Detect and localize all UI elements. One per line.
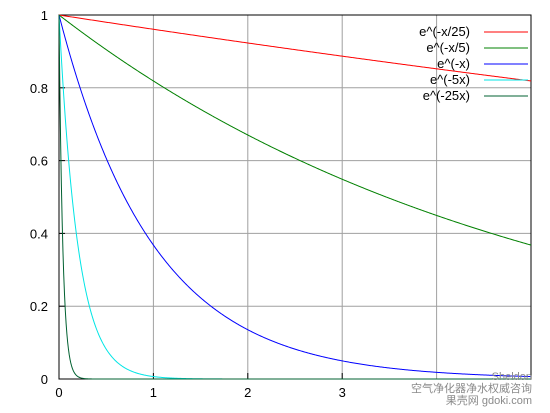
y-tick-label: 0 [41,372,48,387]
legend-label: e^(-x) [437,56,470,71]
y-tick-labels: 0 0.2 0.4 0.6 0.8 1 [30,8,48,387]
y-tick-label: 0.4 [30,226,48,241]
x-tick-label: 3 [339,385,346,400]
x-tick-label: 0 [55,385,62,400]
y-tick-label: 0.6 [30,154,48,169]
y-tick-label: 1 [41,8,48,23]
series-line [58,14,532,82]
legend-label: e^(-x/5) [426,40,470,55]
x-tick-label: 2 [244,385,251,400]
legend-label: e^(-x/25) [419,24,470,39]
x-tick-label: 1 [150,385,157,400]
x-tick-labels: 0 1 2 3 [55,385,345,400]
watermark-line3: 果壳网 gdoki.com [446,393,532,407]
tick-marks [58,14,343,380]
watermark-line2: 空气净化器净水权威咨询 [411,381,532,395]
series-line [58,14,532,246]
watermark-line1: Sheldon [492,371,532,383]
y-tick-label: 0.8 [30,81,48,96]
series-line [58,14,531,380]
y-tick-label: 0.2 [30,299,48,314]
watermark: Sheldon 空气净化器净水权威咨询 果壳网 gdoki.com [411,371,532,407]
series-lines [58,14,532,380]
legend: e^(-x/25)e^(-x/5)e^(-x)e^(-5x)e^(-25x) [419,24,528,103]
legend-label: e^(-25x) [423,88,470,103]
series-line [58,14,532,378]
legend-label: e^(-5x) [430,72,470,87]
